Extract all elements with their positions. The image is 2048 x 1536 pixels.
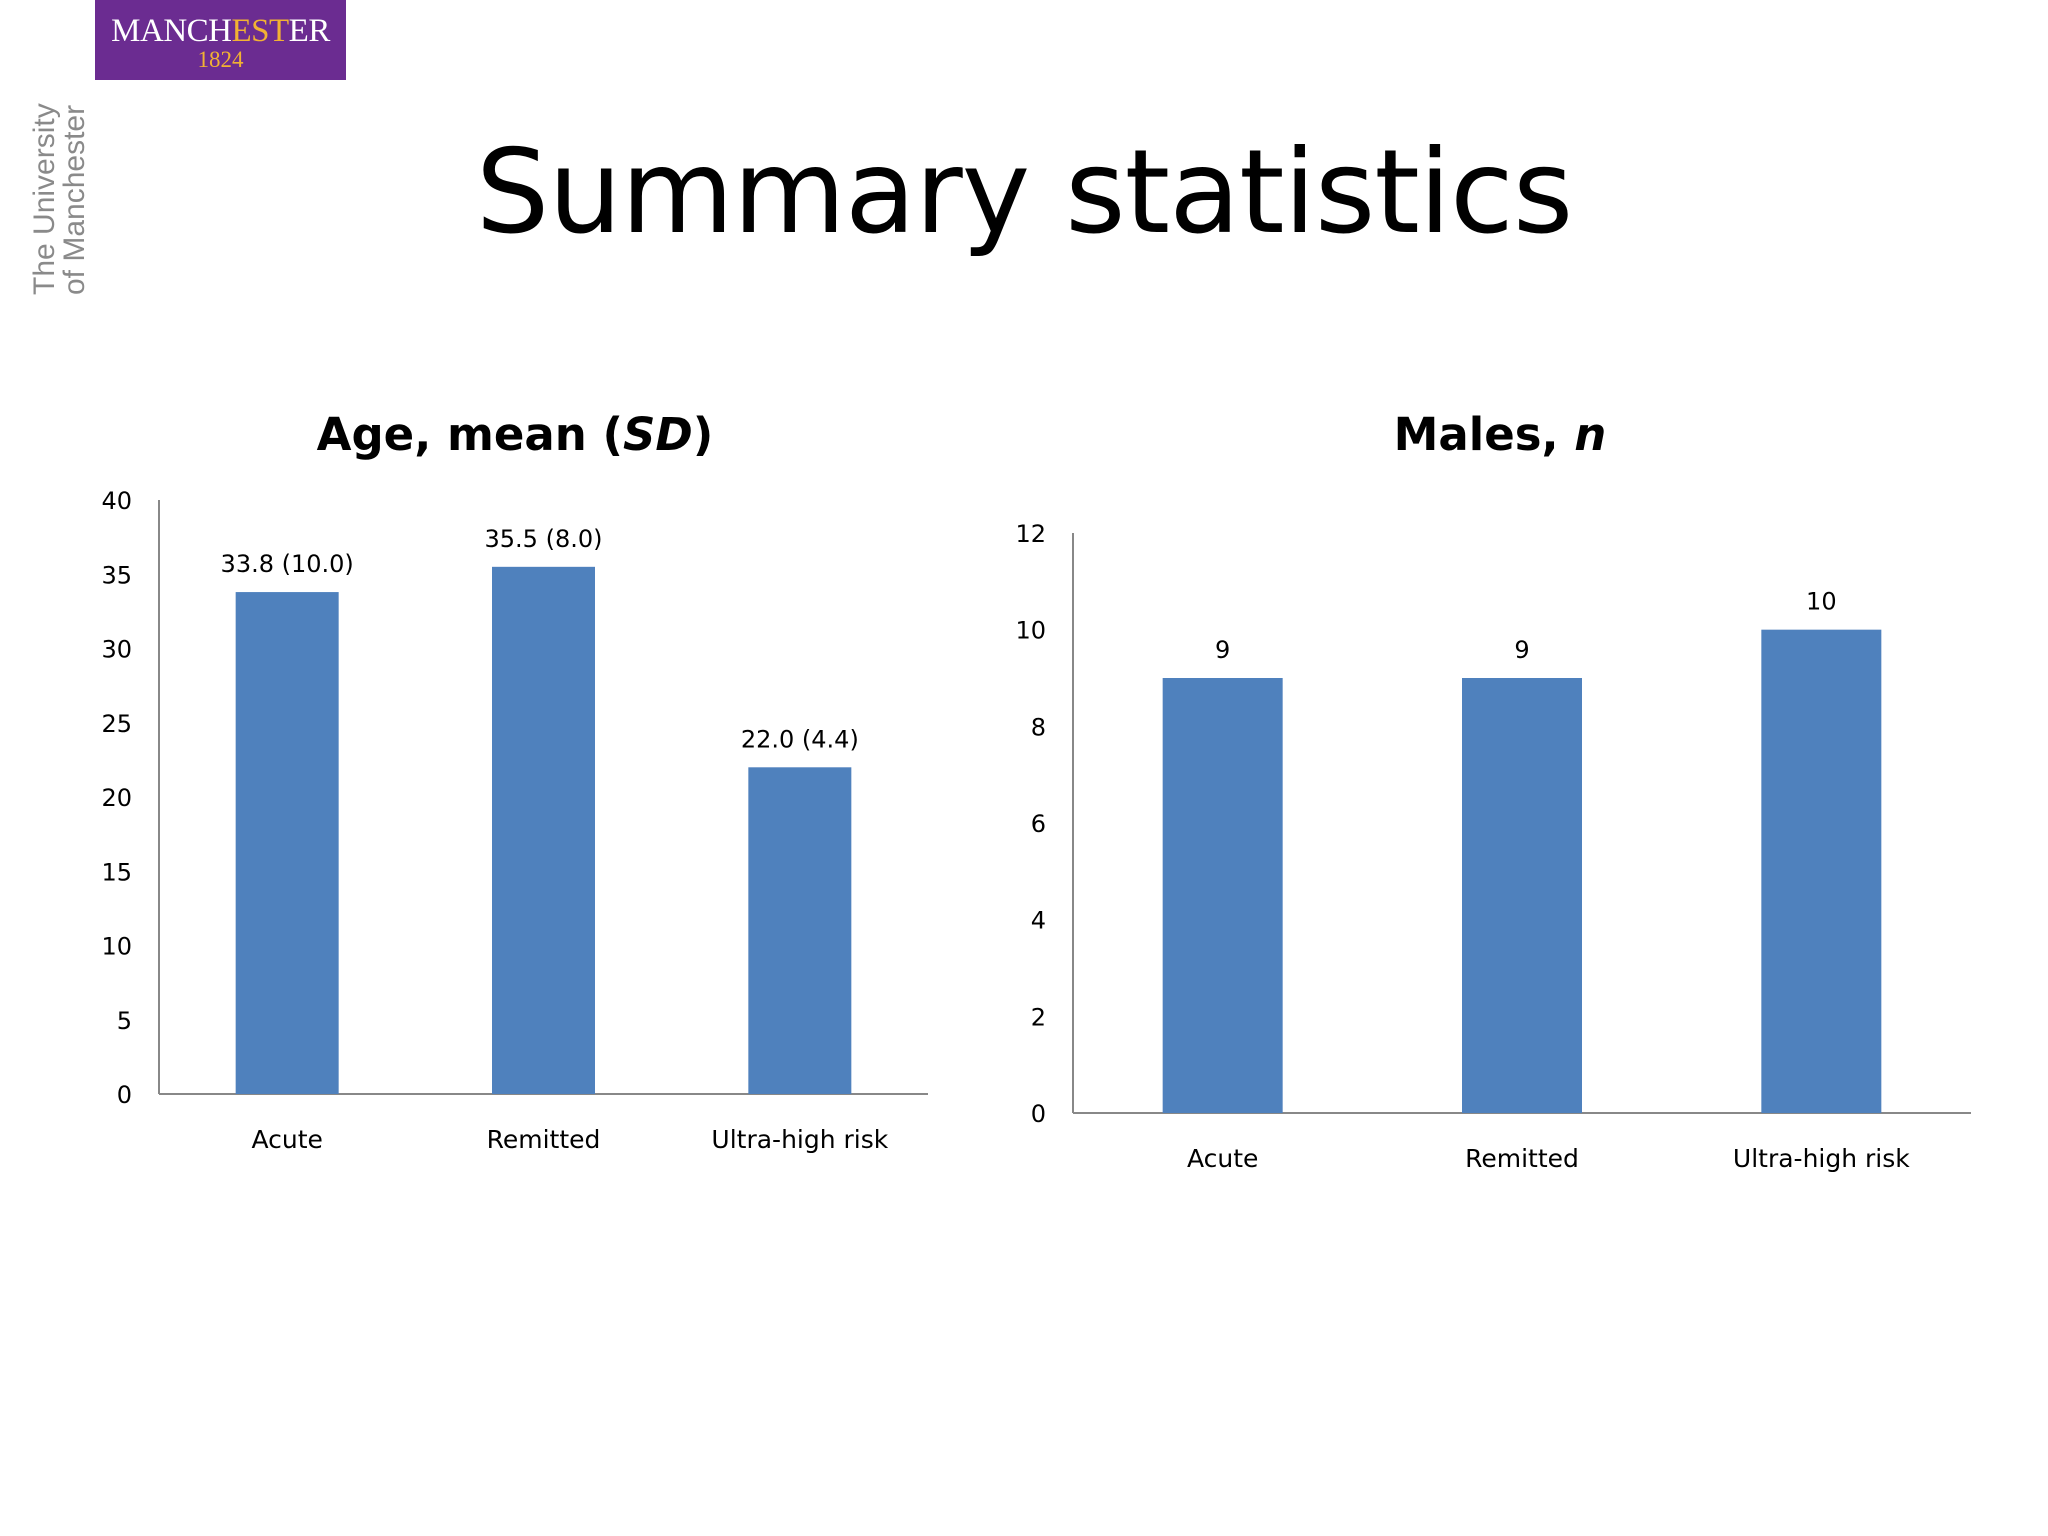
age-y-tick-label: 15 [101, 858, 132, 886]
age-y-tick-label: 5 [117, 1007, 132, 1035]
males-y-tick-label: 2 [1031, 1003, 1046, 1031]
slide-title: Summary statistics [475, 125, 1574, 260]
age-chart-title: Age, mean (SD) [316, 408, 714, 461]
age-data-label: 22.0 (4.4) [741, 725, 859, 753]
males-y-tick-label: 12 [1015, 520, 1046, 548]
males-y-tick-label: 8 [1031, 713, 1046, 741]
age-y-tick-label: 25 [101, 710, 132, 738]
males-chart-title: Males, n [1393, 408, 1607, 461]
males-y-tick-label: 4 [1031, 907, 1046, 935]
age-bar [748, 767, 852, 1094]
males-y-tick-label: 10 [1015, 617, 1046, 645]
manchester-logo: MANCHESTER 1824 [95, 0, 346, 80]
males-data-label: 9 [1514, 636, 1529, 664]
logo-wordmark: MANCHESTER [111, 12, 330, 49]
males-category-label: Ultra-high risk [1733, 1144, 1910, 1173]
age-category-label: Remitted [487, 1125, 601, 1154]
males-y-tick-label: 6 [1031, 810, 1046, 838]
age-bar [235, 592, 339, 1094]
age-y-tick-label: 35 [101, 561, 132, 589]
males-bar [1162, 678, 1283, 1113]
age-data-label: 33.8 (10.0) [221, 550, 354, 578]
males-data-label: 9 [1215, 636, 1230, 664]
males-category-label: Remitted [1465, 1144, 1579, 1173]
age-y-tick-label: 20 [101, 784, 132, 812]
age-data-label: 35.5 (8.0) [485, 525, 603, 553]
logo-year: 1824 [197, 46, 244, 72]
males-bar [1761, 629, 1882, 1113]
males-bar [1462, 678, 1582, 1113]
males-y-tick-label: 0 [1031, 1100, 1046, 1128]
age-y-tick-label: 10 [101, 933, 132, 961]
males-data-label: 10 [1806, 588, 1837, 616]
age-category-label: Ultra-high risk [711, 1125, 888, 1154]
age-bar [492, 566, 595, 1094]
age-y-tick-label: 30 [101, 636, 132, 664]
age-category-label: Acute [251, 1125, 322, 1154]
age-y-tick-label: 0 [117, 1081, 132, 1109]
males-category-label: Acute [1187, 1144, 1258, 1173]
age-y-tick-label: 40 [101, 487, 132, 515]
